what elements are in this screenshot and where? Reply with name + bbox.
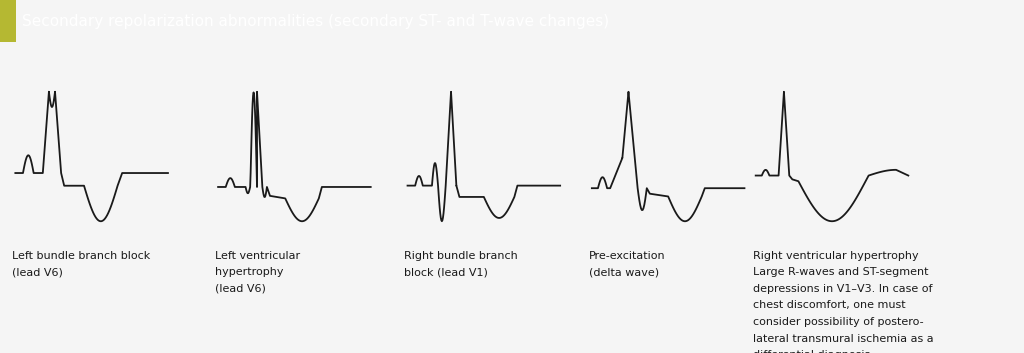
Text: Large R-waves and ST-segment: Large R-waves and ST-segment [753, 267, 928, 277]
Text: (lead V6): (lead V6) [12, 267, 63, 277]
Text: lateral transmural ischemia as a: lateral transmural ischemia as a [753, 334, 933, 343]
Text: (lead V6): (lead V6) [215, 284, 266, 294]
Text: Secondary repolarization abnormalities (secondary ST- and T-wave changes): Secondary repolarization abnormalities (… [22, 14, 608, 29]
Text: Right ventricular hypertrophy: Right ventricular hypertrophy [753, 251, 919, 261]
Text: hypertrophy: hypertrophy [215, 267, 284, 277]
Text: block (lead V1): block (lead V1) [404, 267, 488, 277]
Text: Left ventricular: Left ventricular [215, 251, 300, 261]
Text: depressions in V1–V3. In case of: depressions in V1–V3. In case of [753, 284, 932, 294]
Text: Pre-excitation: Pre-excitation [589, 251, 666, 261]
Text: Left bundle branch block: Left bundle branch block [12, 251, 151, 261]
Bar [0, 0, 16, 42]
Text: chest discomfort, one must: chest discomfort, one must [753, 300, 905, 310]
Text: (delta wave): (delta wave) [589, 267, 658, 277]
Text: Right bundle branch: Right bundle branch [404, 251, 518, 261]
Text: differential diagnosis.: differential diagnosis. [753, 350, 873, 353]
Text: consider possibility of postero-: consider possibility of postero- [753, 317, 924, 327]
